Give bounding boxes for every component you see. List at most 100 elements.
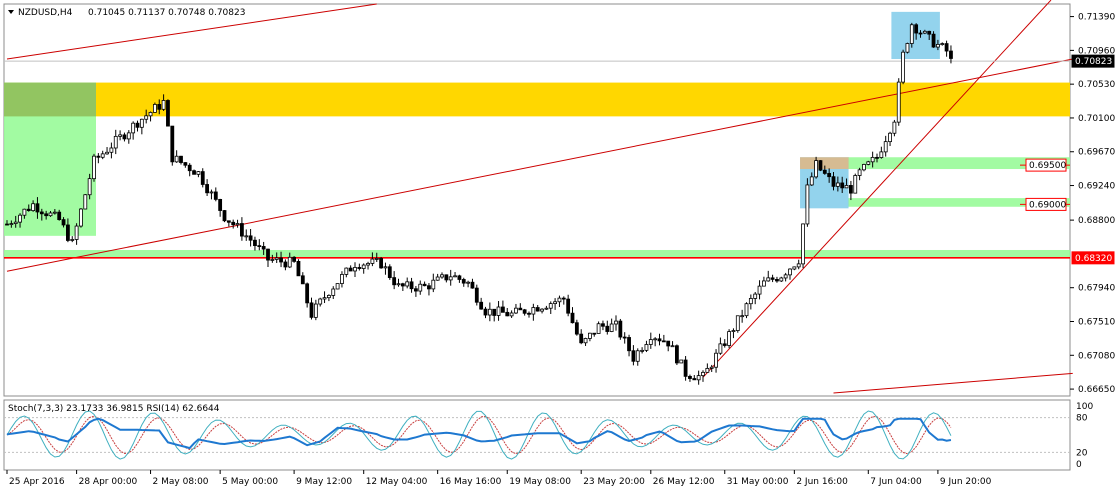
candle-body bbox=[648, 339, 653, 345]
candle-body bbox=[353, 267, 357, 272]
rising-trend bbox=[702, 0, 1052, 378]
candle-body bbox=[627, 337, 631, 352]
price-tick-label: 0.67940 bbox=[1078, 284, 1115, 294]
price-tick-label: 0.67080 bbox=[1078, 351, 1115, 361]
candle-body bbox=[235, 223, 240, 226]
candle-body bbox=[348, 267, 353, 272]
candle-body bbox=[805, 184, 810, 225]
candle-body bbox=[157, 104, 162, 110]
stoch-k-line bbox=[6, 410, 952, 460]
indicator-header: Stoch(7,3,3) 23.1733 36.9815 RSI(14) 62.… bbox=[8, 404, 220, 414]
candle-body bbox=[522, 309, 527, 314]
candle-body bbox=[844, 185, 849, 189]
candle-body bbox=[557, 297, 562, 303]
target-tag-bg bbox=[1025, 197, 1067, 211]
candle-body bbox=[796, 263, 801, 268]
resistance-zone bbox=[4, 82, 1070, 117]
menu-triangle-icon[interactable] bbox=[8, 10, 14, 14]
candle-body bbox=[731, 330, 736, 332]
candle-body bbox=[492, 308, 497, 316]
candle-body bbox=[261, 246, 266, 250]
candle-body bbox=[879, 151, 884, 158]
candle-body bbox=[205, 184, 210, 194]
rsi-line bbox=[6, 417, 952, 450]
candle-body bbox=[922, 30, 927, 34]
candle-body bbox=[596, 323, 601, 334]
price-tag-label: 0.70823 bbox=[1075, 57, 1112, 67]
candle-body bbox=[331, 288, 336, 296]
candle-body bbox=[735, 315, 740, 331]
candle-body bbox=[744, 303, 749, 317]
candle-body bbox=[379, 258, 384, 269]
candle-body bbox=[531, 307, 536, 315]
candle-body bbox=[335, 283, 340, 290]
candle-body bbox=[461, 279, 466, 284]
candle-body bbox=[583, 338, 588, 344]
candle-body bbox=[453, 275, 457, 278]
candle-body bbox=[688, 375, 692, 379]
candle-body bbox=[440, 274, 444, 278]
candle-body bbox=[609, 323, 614, 332]
candle-body bbox=[544, 307, 549, 310]
candle-body bbox=[527, 312, 531, 315]
candle-body bbox=[883, 141, 888, 153]
candle-body bbox=[618, 320, 623, 338]
candle-body bbox=[709, 366, 714, 369]
time-tick-label: 19 May 08:00 bbox=[509, 477, 571, 487]
candle-body bbox=[96, 155, 101, 158]
candle-body bbox=[383, 266, 388, 269]
candle-body bbox=[644, 344, 649, 351]
time-tick-label: 31 May 00:00 bbox=[727, 477, 789, 487]
candle-body bbox=[196, 171, 201, 175]
candle-body bbox=[696, 375, 701, 381]
candle-body bbox=[931, 33, 936, 48]
candle-body bbox=[209, 191, 214, 194]
candle-body bbox=[592, 332, 597, 335]
candle-body bbox=[187, 164, 192, 172]
candle-body bbox=[670, 345, 675, 348]
candle-body bbox=[213, 191, 218, 200]
price-axis: 0.71390 0.70960 0.70530 0.70100 0.69670 0.692… bbox=[1070, 13, 1115, 395]
candle-body bbox=[257, 245, 262, 248]
candle-body bbox=[231, 221, 236, 226]
indicator-tick-label: 80 bbox=[1076, 414, 1088, 424]
time-tick-label: 16 May 16:00 bbox=[440, 477, 502, 487]
support-zone bbox=[4, 249, 1070, 258]
candle-body bbox=[113, 135, 118, 149]
candle-body bbox=[770, 277, 775, 280]
candle-body bbox=[653, 338, 658, 341]
candle-body bbox=[514, 307, 518, 314]
candle-body bbox=[509, 312, 514, 317]
candle-body bbox=[914, 24, 919, 34]
candle-body bbox=[479, 301, 484, 310]
candle-body bbox=[496, 306, 501, 316]
time-tick-label: 26 May 12:00 bbox=[653, 477, 715, 487]
candle-body bbox=[775, 278, 779, 282]
candle-body bbox=[466, 281, 471, 284]
candle-body bbox=[105, 151, 109, 155]
candle-body bbox=[870, 156, 875, 163]
candle-body bbox=[305, 283, 310, 304]
candle-body bbox=[866, 161, 871, 165]
candle-body bbox=[366, 263, 370, 266]
price-tick-label: 0.66650 bbox=[1078, 385, 1115, 395]
candle-body bbox=[139, 118, 144, 128]
flag-top bbox=[800, 157, 849, 170]
candle-body bbox=[392, 277, 397, 286]
candle-body bbox=[888, 132, 892, 143]
candle-body bbox=[192, 170, 196, 175]
candle-body bbox=[83, 194, 88, 210]
candle-body bbox=[344, 267, 349, 275]
indicator-tick-label: 0 bbox=[1076, 460, 1082, 470]
candle-body bbox=[148, 111, 153, 117]
candle-body bbox=[701, 371, 705, 377]
candle-body bbox=[70, 239, 75, 241]
ohlc-values: 0.71045 0.71137 0.70748 0.70823 bbox=[88, 8, 245, 18]
candle-body bbox=[853, 175, 858, 194]
candle-body bbox=[374, 258, 379, 260]
time-tick-label: 28 Apr 00:00 bbox=[79, 477, 138, 487]
candle-body bbox=[727, 331, 731, 346]
candle-body bbox=[18, 214, 22, 223]
